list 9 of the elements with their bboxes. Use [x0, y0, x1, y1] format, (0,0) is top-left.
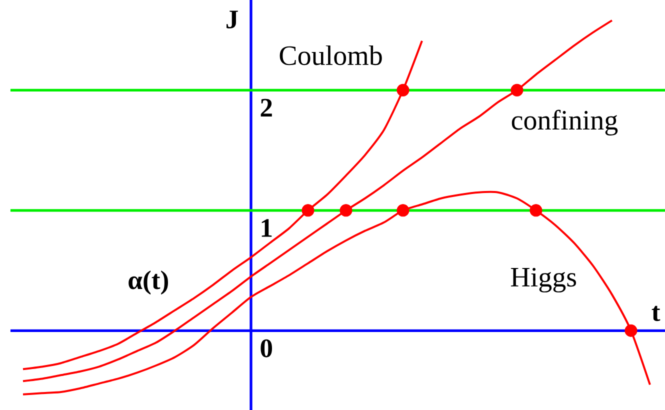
series-label: confining: [512, 110, 618, 136]
y-tick-label: 1: [262, 219, 272, 237]
series-label: Coulomb: [280, 45, 382, 66]
x-axis-title: t: [652, 306, 660, 322]
annotation: α(t): [128, 270, 168, 295]
y-tick-label: 0: [260, 339, 272, 358]
y-tick-label: 2: [260, 98, 272, 117]
y-axis-title: J: [226, 10, 238, 28]
series-label: Higgs: [510, 268, 576, 292]
